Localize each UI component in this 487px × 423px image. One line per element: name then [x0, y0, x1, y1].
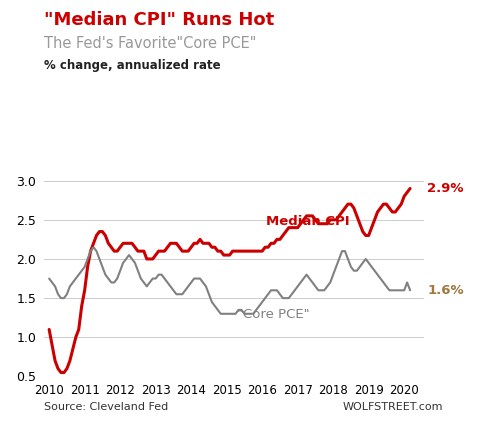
Text: 2.9%: 2.9% [428, 182, 464, 195]
Text: % change, annualized rate: % change, annualized rate [44, 59, 221, 72]
Text: Source: Cleveland Fed: Source: Cleveland Fed [44, 402, 168, 412]
Text: 1.6%: 1.6% [428, 284, 464, 297]
Text: "Median CPI" Runs Hot: "Median CPI" Runs Hot [44, 11, 274, 29]
Text: Median CPI: Median CPI [266, 215, 349, 228]
Text: WOLFSTREET.com: WOLFSTREET.com [343, 402, 443, 412]
Text: The Fed's Favorite"Core PCE": The Fed's Favorite"Core PCE" [44, 36, 256, 51]
Text: "Core PCE": "Core PCE" [237, 308, 310, 321]
